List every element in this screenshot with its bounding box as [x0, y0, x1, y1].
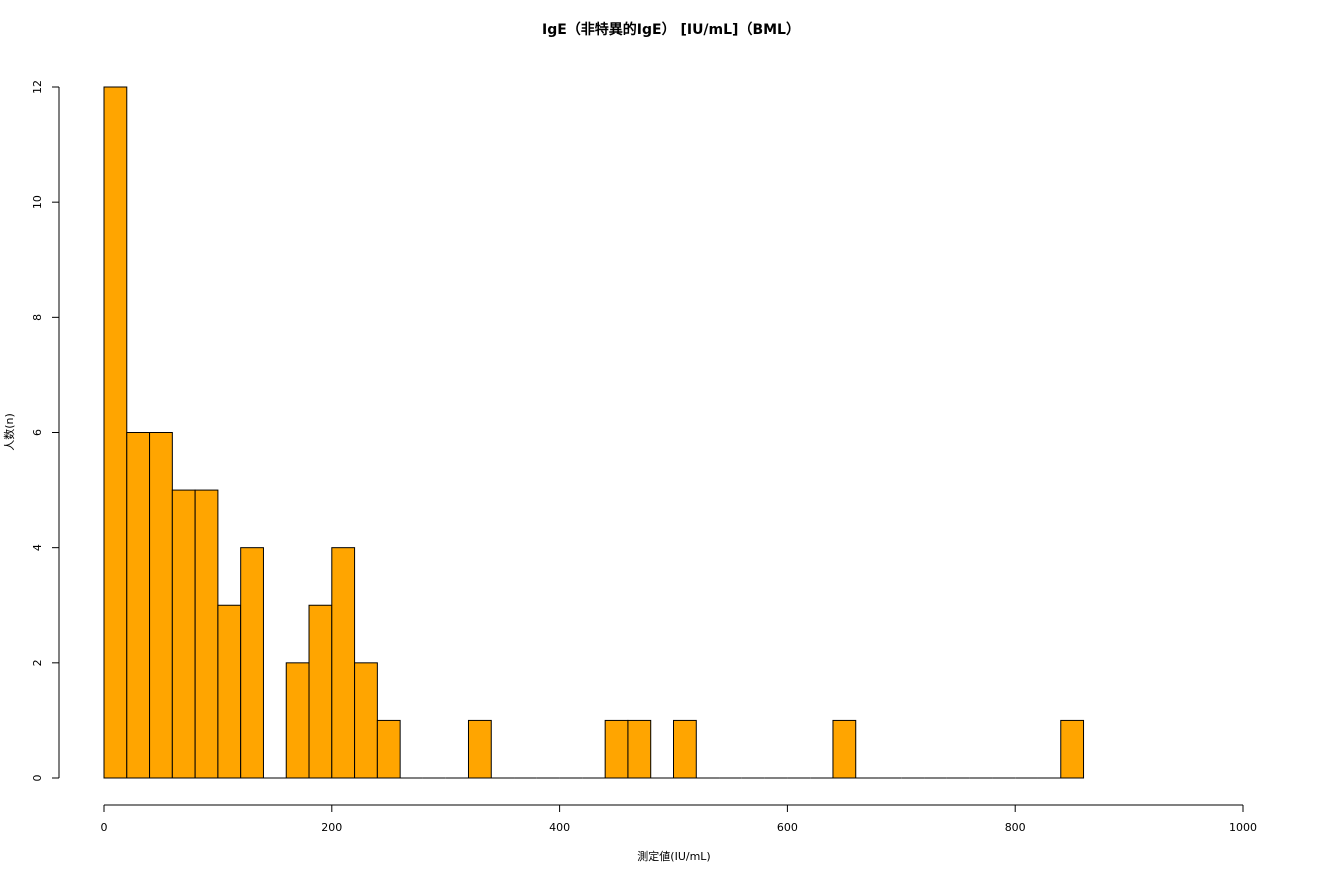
y-tick-label: 2 — [31, 659, 44, 666]
bar — [217, 604, 242, 779]
bar — [171, 489, 196, 779]
bar — [103, 86, 128, 779]
y-tick-label: 4 — [31, 544, 44, 551]
x-tick-label: 600 — [777, 821, 798, 834]
y-tick-label: 6 — [31, 429, 44, 436]
x-tick-label: 1000 — [1229, 821, 1257, 834]
bar — [308, 604, 333, 779]
x-tick-label: 400 — [549, 821, 570, 834]
bar — [194, 489, 219, 779]
bar — [673, 719, 697, 779]
chart-title: IgE（非特異的IgE） [IU/mL]（BML） — [542, 21, 800, 38]
bar — [1060, 719, 1085, 779]
bar — [149, 432, 173, 779]
x-tick-label: 200 — [321, 821, 342, 834]
y-tick-label: 8 — [31, 314, 44, 321]
y-tick-label: 12 — [31, 80, 44, 94]
bar — [604, 719, 629, 779]
x-tick-label: 0 — [101, 821, 108, 834]
bar — [467, 719, 492, 779]
bar — [376, 719, 401, 779]
bar — [240, 547, 264, 779]
bar — [331, 547, 356, 779]
bar — [354, 662, 378, 779]
bar — [126, 432, 151, 779]
bar — [285, 662, 310, 779]
x-tick-label: 800 — [1005, 821, 1026, 834]
y-axis-label: 人数(n) — [3, 413, 16, 451]
bar — [627, 719, 652, 779]
bar — [832, 719, 857, 779]
x-axis-label: 測定値(IU/mL) — [637, 849, 710, 863]
y-tick-label: 10 — [31, 195, 44, 209]
y-tick-label: 0 — [31, 775, 44, 782]
